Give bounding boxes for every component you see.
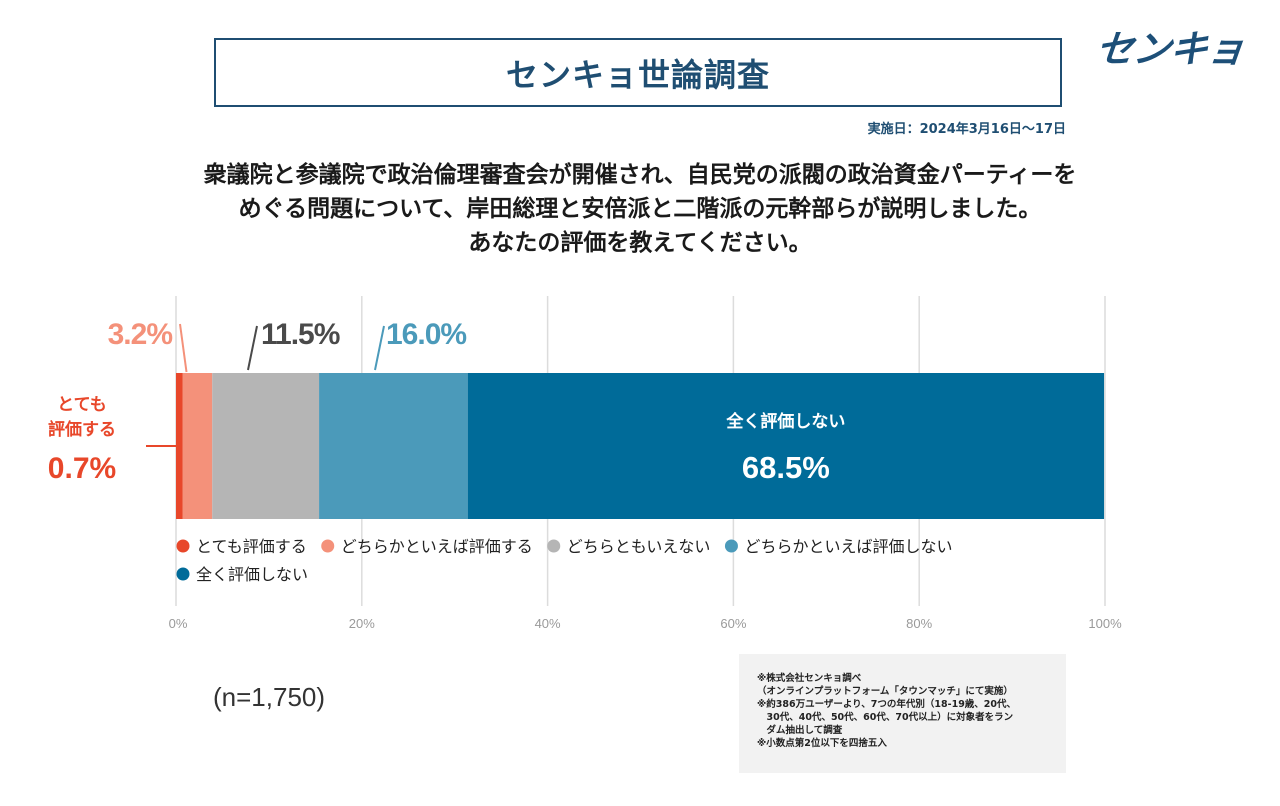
question-text: 衆議院と参議院で政治倫理審査会が開催され、自民党の派閥の政治資金パーティーを め… [100, 158, 1180, 260]
legend-marker [547, 539, 561, 553]
inner-category-label: 全く評価しない [725, 411, 845, 431]
callout-category-label: とても [57, 395, 107, 414]
x-tick-label: 0% [169, 616, 188, 631]
legend-label: 全く評価しない [196, 566, 308, 584]
value-label: 11.5% [261, 318, 340, 351]
value-label: 3.2% [108, 318, 173, 351]
legend-marker [321, 539, 335, 553]
survey-date: 実施日：2024年3月16日～17日 [867, 122, 1066, 137]
note-line: ※小数点第2位以下を四捨五入 [757, 738, 887, 749]
question-line-3: あなたの評価を教えてください。 [468, 230, 812, 256]
legend-label: とても評価する [196, 538, 307, 556]
callout-line [179, 323, 188, 373]
legend-label: どちらともいえない [567, 538, 711, 556]
callout-line [247, 325, 258, 371]
callout-category-label: 評価する [48, 419, 116, 439]
bar-segment [182, 373, 213, 519]
x-tick-label: 20% [349, 616, 375, 631]
value-label: 68.5% [742, 450, 830, 485]
legend-marker [724, 539, 738, 553]
survey-title: センキョ世論調査 [214, 38, 1062, 107]
note-line: ダム抽出して調査 [757, 725, 843, 736]
legend-marker [176, 539, 190, 553]
survey-notes: ※株式会社センキョ調べ （オンラインプラットフォーム「タウンマッチ」にて実施） … [739, 654, 1066, 773]
bar-segment [319, 373, 468, 519]
x-tick-label: 100% [1088, 616, 1122, 631]
x-tick-label: 80% [906, 616, 932, 631]
sample-size: (n=1,750) [213, 682, 326, 712]
legend-label: どちらかといえば評価する [341, 538, 533, 556]
bar-segment [176, 373, 183, 519]
note-line: ※株式会社センキョ調べ [757, 673, 862, 684]
note-line: （オンラインプラットフォーム「タウンマッチ」にて実施） [757, 686, 1013, 697]
note-line: 30代、40代、50代、60代、70代以上）に対象者をラン [757, 712, 1014, 723]
question-line-1: 衆議院と参議院で政治倫理審査会が開催され、自民党の派閥の政治資金パーティーを [203, 162, 1077, 188]
value-label: 0.7% [48, 452, 116, 485]
note-line: ※約386万ユーザーより、7つの年代別（18-19歳、20代、 [757, 699, 1017, 710]
value-label: 16.0% [386, 318, 466, 351]
x-tick-label: 40% [535, 616, 561, 631]
question-line-2: めぐる問題について、岸田総理と安倍派と二階派の元幹部らが説明しました。 [238, 196, 1042, 222]
bar-segment [212, 373, 320, 519]
bar-segment [467, 373, 1105, 519]
callout-line [374, 325, 385, 371]
legend-label: どちらかといえば評価しない [744, 538, 952, 556]
x-tick-label: 60% [720, 616, 746, 631]
legend-marker [176, 567, 190, 581]
